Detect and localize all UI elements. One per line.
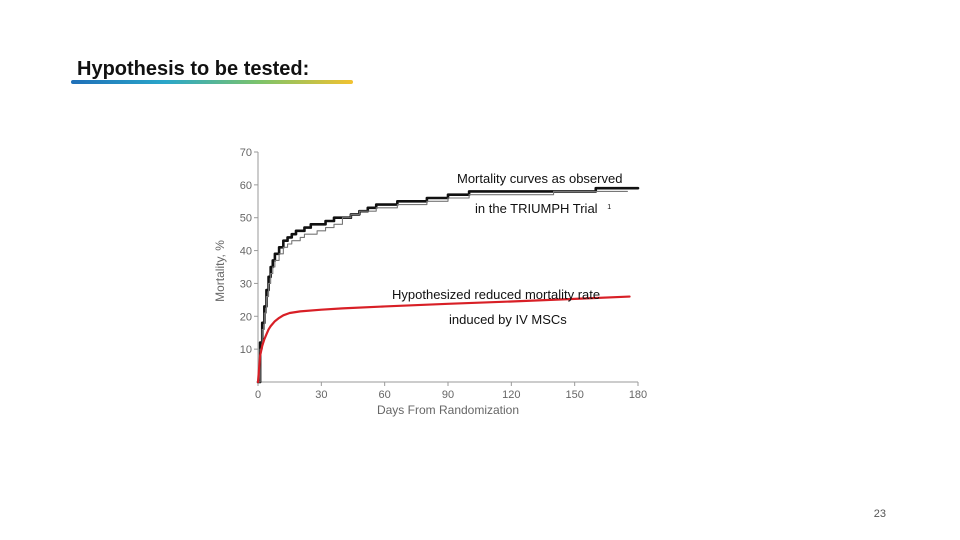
x-tick-label: 0 bbox=[255, 389, 261, 401]
title-accent-rule bbox=[71, 80, 353, 84]
series-line-2 bbox=[257, 190, 628, 383]
chart-series bbox=[256, 186, 640, 384]
x-tick-label: 90 bbox=[442, 389, 454, 401]
x-axis-title: Days From Randomization bbox=[377, 403, 519, 417]
annotation-observed-line2: in the TRIUMPH Trial 1 bbox=[475, 201, 611, 216]
x-tick-label: 150 bbox=[565, 389, 583, 401]
series-line-3 bbox=[256, 295, 631, 384]
y-tick-label: 60 bbox=[240, 180, 252, 192]
annotation-hypothesis-line1: Hypothesized reduced mortality rate bbox=[392, 287, 600, 302]
slide-title: Hypothesis to be tested: bbox=[77, 58, 310, 80]
y-tick-label: 50 bbox=[240, 213, 252, 225]
annotation-observed-line2-text: in the TRIUMPH Trial bbox=[475, 201, 598, 216]
annotation-hypothesis-line2: induced by IV MSCs bbox=[449, 312, 567, 327]
chart-axes: 10 20 30 40 50 60 70 0 30 60 90 120 150 180 bbox=[240, 147, 647, 401]
y-tick-label: 70 bbox=[240, 147, 252, 159]
slide-number: 23 bbox=[873, 508, 886, 520]
y-tick-label: 20 bbox=[240, 311, 252, 323]
y-tick-label: 10 bbox=[240, 344, 252, 356]
y-axis-title: Mortality, % bbox=[213, 240, 227, 302]
annotation-reference-superscript: 1 bbox=[607, 204, 611, 211]
y-tick-label: 40 bbox=[240, 246, 252, 258]
x-tick-label: 180 bbox=[629, 389, 647, 401]
annotation-observed-line1: Mortality curves as observed bbox=[457, 171, 622, 186]
x-tick-label: 30 bbox=[315, 389, 327, 401]
series-line-1 bbox=[256, 186, 640, 384]
x-tick-label: 120 bbox=[502, 389, 520, 401]
y-tick-label: 30 bbox=[240, 278, 252, 290]
x-tick-label: 60 bbox=[379, 389, 391, 401]
